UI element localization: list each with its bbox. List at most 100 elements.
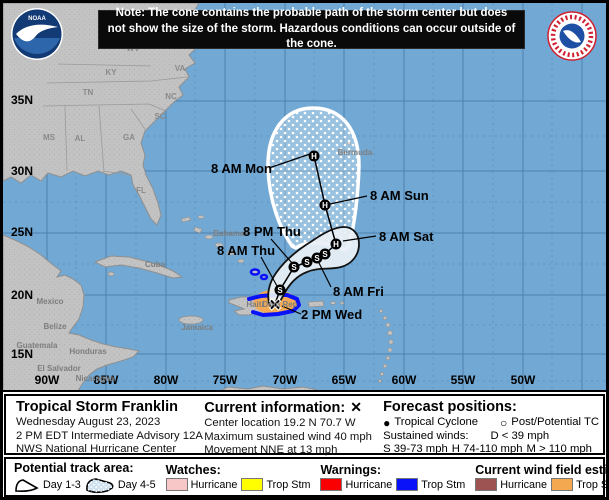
wind-field-title: Current wind field estimate: (475, 463, 607, 477)
hurricane-watch-swatch (165, 478, 188, 491)
state-label: VA (175, 64, 186, 73)
state-borders (42, 63, 188, 176)
lat-label: 20N (11, 288, 33, 302)
sustained-winds-label: Sustained winds: (383, 429, 469, 442)
land-cuba (93, 255, 184, 279)
day4-5-label: Day 4-5 (117, 478, 156, 491)
wind-category-d: D < 39 mph (490, 429, 550, 442)
track-area-title: Potential track area: (14, 460, 134, 475)
trop-stm-wind-swatch (551, 478, 574, 491)
cone-day4-5-icon (85, 477, 114, 493)
trop-stm-wind-label: Trop Stm (576, 478, 609, 491)
hurricane-track-map: S S S S S H H H ✕ 35N 30N 25N 20N 15N 90… (3, 3, 606, 390)
point-letter: S (314, 254, 320, 263)
day1-3-label: Day 1-3 (43, 478, 81, 491)
lon-label: 90W (35, 373, 60, 387)
track-label-sat: 8 AM Sat (379, 229, 434, 244)
current-info-title: Current information: ✕ (204, 399, 383, 417)
tropical-cyclone-icon: ● (383, 415, 391, 430)
cone-day1-3-icon (15, 479, 39, 492)
hurricane-wind-label: Hurricane (500, 478, 548, 491)
lon-label: 65W (332, 373, 357, 387)
post-potential-tc-icon: ○ (500, 415, 508, 430)
land-lesser-antilles (330, 301, 394, 383)
storm-date: Wednesday August 23, 2023 (16, 416, 161, 428)
lat-label: 15N (11, 347, 33, 361)
current-position-marker: ✕ (269, 297, 282, 314)
lon-label: 85W (94, 373, 119, 387)
track-label-fri: 8 AM Fri (333, 284, 384, 299)
nws-logo-icon (547, 11, 597, 61)
land-usa (3, 3, 200, 226)
trop-stm-warning-swatch (396, 478, 419, 491)
place-label: Jamaica (181, 323, 213, 332)
place-label: Dom Rep (262, 300, 297, 309)
place-label: Cuba (145, 260, 166, 269)
place-label: Bermuda (338, 148, 373, 157)
track-time-labels: 8 AM Mon 8 AM Sun 8 AM Sat 8 PM Thu 8 AM… (211, 161, 434, 322)
center-location: Center location 19.2 N 70.7 W (204, 417, 356, 429)
cone-day4-5 (266, 106, 361, 252)
legend-panel: Potential track area: Day 1-3 Day 4-5 (4, 457, 606, 497)
legend-wind-field: Current wind field estimate: Hurricane T… (475, 463, 609, 491)
track-label-thu-pm: 8 PM Thu (243, 224, 301, 239)
forecast-points: S S S S S H H H (274, 150, 342, 296)
legend-track-area: Potential track area: Day 1-3 Day 4-5 (14, 461, 156, 494)
state-label: GA (123, 133, 135, 142)
storm-title: Tropical Storm Franklin (16, 399, 178, 415)
wind-category-h: H 74-110 mph (451, 443, 523, 455)
track-label-thu-am: 8 AM Thu (217, 243, 275, 258)
max-wind: Maximum sustained wind 40 mph (204, 430, 372, 443)
place-label: Haiti (246, 300, 263, 309)
isle-of-youth (107, 271, 115, 277)
land-puerto-rico (307, 300, 325, 308)
hurricane-warning-swatch (320, 478, 343, 491)
lat-label: 30N (11, 164, 33, 178)
state-label: KY (105, 68, 117, 77)
storm-summary: Tropical Storm Franklin Wednesday August… (16, 399, 204, 455)
land-south-america (220, 385, 319, 390)
trop-stm-watch-label: Trop Stm (266, 478, 311, 491)
storm-agency: NWS National Hurricane Center (16, 443, 177, 455)
state-label: TN (83, 88, 94, 97)
noaa-logo-icon: NOAA (11, 8, 63, 60)
lat-label: 25N (11, 225, 33, 239)
point-letter: H (333, 240, 339, 249)
map-area: S S S S S H H H ✕ 35N 30N 25N 20N 15N 90… (3, 3, 606, 392)
lon-label: 80W (154, 373, 179, 387)
current-info-title-text: Current information: (204, 400, 346, 416)
cone-note-text: Note: The cone contains the probable pat… (107, 7, 516, 51)
legend-watches: Watches: Hurricane Trop Stm (165, 463, 311, 491)
forecast-positions-key: Forecast positions: ● Tropical Cyclone ○… (383, 399, 603, 455)
forecast-positions-title: Forecast positions: (383, 399, 517, 415)
wind-category-m: M > 110 mph (526, 443, 592, 455)
cone-note: Note: The cone contains the probable pat… (98, 7, 525, 50)
graticule-labels: 35N 30N 25N 20N 15N 90W 85W 80W 75W 70W … (11, 93, 536, 387)
svg-text:NOAA: NOAA (28, 16, 46, 22)
track-label-mon: 8 AM Mon (211, 161, 272, 176)
storm-info-panel: Tropical Storm Franklin Wednesday August… (4, 394, 605, 456)
lon-label: 75W (213, 373, 238, 387)
place-label: Guatemala (17, 341, 58, 350)
lat-label: 35N (11, 93, 33, 107)
lon-label: 50W (511, 373, 536, 387)
wind-category-s: S 39-73 mph (383, 443, 448, 455)
movement: Movement NNE at 13 mph (204, 444, 338, 456)
hurricane-watch-label: Hurricane (190, 478, 238, 491)
label-leader-lines (260, 153, 377, 315)
point-letter: S (322, 250, 328, 259)
land-central-america (3, 234, 141, 390)
place-label: Honduras (69, 347, 107, 356)
watches-title: Watches: (165, 463, 221, 477)
place-label: Nicaragua (76, 374, 115, 383)
lon-label: 60W (392, 373, 417, 387)
point-letter: S (277, 286, 283, 295)
warnings-title: Warnings: (320, 463, 382, 477)
place-label: Belize (43, 322, 67, 331)
place-labels: Bahamas Cuba Jamaica Haiti Dom Rep Mexic… (17, 148, 373, 383)
land-turks-caicos (249, 268, 269, 281)
place-label: El Salvador (37, 364, 81, 373)
state-label: SC (154, 112, 165, 121)
land-jamaica (178, 315, 204, 325)
